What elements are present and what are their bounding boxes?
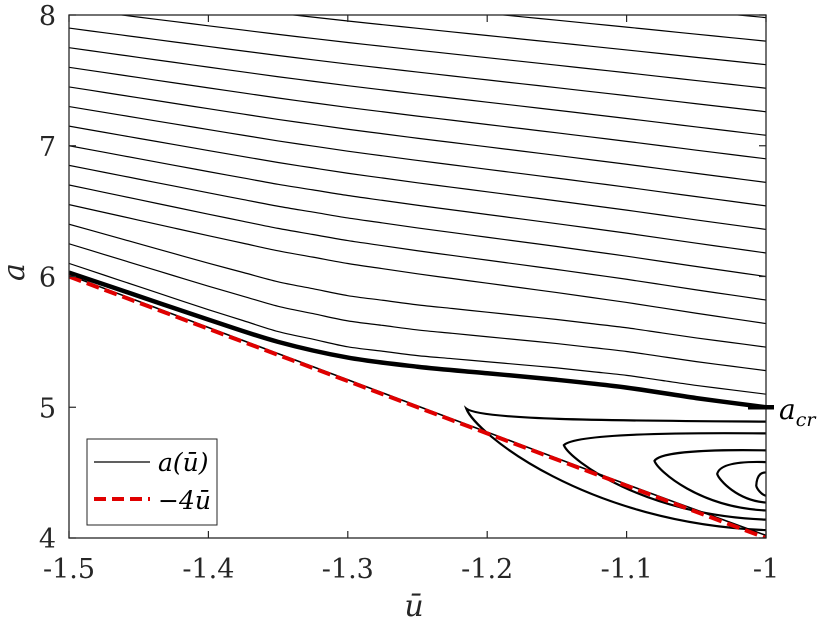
level-curve-line <box>69 27 766 113</box>
level-curve-line <box>69 86 766 183</box>
x-tick-label: -1.3 <box>322 554 374 585</box>
reference-line-minus-4u <box>69 274 766 538</box>
y-tick-label: 6 <box>39 263 56 294</box>
level-curve-line <box>69 66 766 160</box>
level-curve-line <box>69 223 766 348</box>
closed-loop-curve <box>463 405 766 532</box>
plot-curves <box>69 15 766 538</box>
legend-box <box>86 438 218 526</box>
level-curve-line <box>69 47 766 136</box>
annotation-acr-text: acr <box>779 393 817 431</box>
level-curve-line <box>69 145 766 254</box>
legend: a(ū) −4ū <box>86 438 218 526</box>
annotation-acr: acr <box>779 393 817 431</box>
x-tick-label: -1 <box>753 554 779 585</box>
x-tick-label: -1.4 <box>182 554 234 585</box>
level-curve-line <box>69 262 766 395</box>
axis-ticks <box>68 14 767 539</box>
x-tick-label: -1.1 <box>601 554 653 585</box>
x-tick-label: -1.5 <box>43 554 95 585</box>
closed-loop-curve <box>653 449 766 512</box>
level-curve-line <box>69 125 766 231</box>
critical-curve-a-of-u <box>69 270 766 410</box>
legend-label-a-of-u: a(ū) <box>158 448 209 477</box>
y-tick-label: 5 <box>39 393 56 424</box>
y-tick-label: 8 <box>39 1 56 32</box>
level-curve-line <box>288 15 766 66</box>
x-tick-label: -1.2 <box>461 554 513 585</box>
legend-label-minus-4u: −4ū <box>158 486 211 515</box>
closed-loop-curve <box>562 432 766 521</box>
level-curve-line <box>69 105 766 207</box>
x-axis-label: ū <box>404 589 423 624</box>
level-curve-line <box>69 164 766 278</box>
level-curve-line <box>497 15 766 42</box>
closed-loop-curve <box>716 460 766 504</box>
level-curve-line <box>69 184 766 301</box>
axis-tick-labels: -1.5 -1.4 -1.3 -1.2 -1.1 -1 4 5 6 7 8 <box>39 1 779 585</box>
y-tick-label: 7 <box>39 132 56 163</box>
level-curve-line <box>69 204 766 325</box>
closed-loop-curve <box>755 471 766 497</box>
level-curve-line <box>69 243 766 372</box>
level-curve-line <box>116 15 766 89</box>
y-axis-label: a <box>0 263 32 281</box>
y-tick-label: 4 <box>39 524 56 555</box>
